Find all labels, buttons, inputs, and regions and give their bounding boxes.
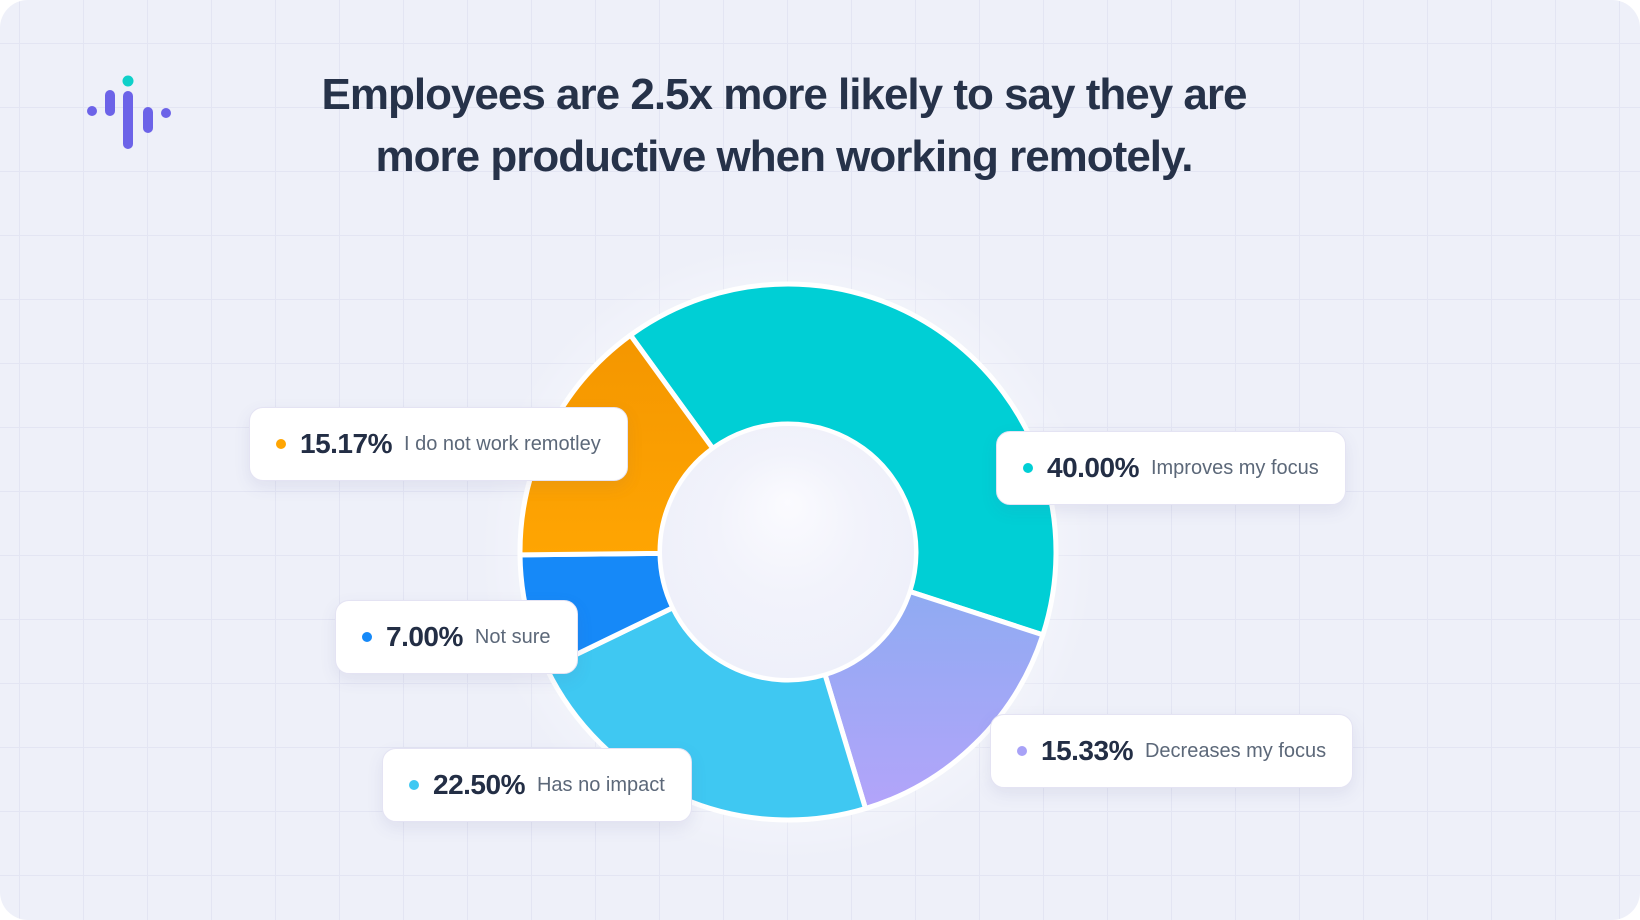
logo-bar-short-left	[105, 90, 115, 116]
callout-card-decreases-my-focus: 15.33% Decreases my focus	[990, 714, 1354, 788]
legend-dot-blue	[362, 632, 372, 642]
page-title-line1: Employees are 2.5x more likely to say th…	[321, 70, 1248, 119]
callout-percent: 15.33%	[1041, 735, 1133, 766]
callout-card-i-do-not-work-remotely: 15.17% I do not work remotley	[249, 407, 628, 481]
callout-percent: 40.00%	[1047, 452, 1139, 483]
legend-dot-purple	[1017, 746, 1027, 756]
logo-dot-right	[161, 108, 171, 118]
donut-hole	[662, 426, 914, 678]
callout-card-improves-my-focus: 40.00% Improves my focus	[996, 431, 1346, 505]
callout-label: Decreases my focus	[1144, 739, 1327, 762]
callout-label: Not sure	[474, 625, 551, 648]
page-title: Employees are 2.5x more likely to say th…	[0, 64, 1568, 189]
logo-bar-tall	[123, 91, 133, 149]
legend-dot-sky	[409, 780, 419, 790]
callout-percent: 15.17%	[300, 428, 392, 459]
legend-dot-orange	[276, 439, 286, 449]
legend-dot-teal	[1023, 463, 1033, 473]
callout-percent: 7.00%	[386, 621, 463, 652]
callout-label: Has no impact	[536, 773, 665, 796]
logo-bar-short-right	[143, 107, 153, 133]
logo-dot-left	[87, 106, 97, 116]
page-title-line2: more productive when working remotely.	[375, 132, 1194, 182]
soundwave-logo	[87, 75, 171, 149]
logo-teal-dot	[122, 75, 134, 87]
callout-card-has-no-impact: 22.50% Has no impact	[382, 748, 692, 822]
donut-slice-has-no-impact[interactable]	[544, 605, 869, 823]
donut-slice-decreases-my-focus[interactable]	[822, 589, 1046, 812]
callout-label: I do not work remotley	[403, 432, 601, 455]
donut-slice-improves-my-focus[interactable]	[627, 281, 1059, 638]
callout-percent: 22.50%	[433, 769, 525, 800]
callout-label: Improves my focus	[1150, 456, 1319, 479]
callout-card-not-sure: 7.00% Not sure	[335, 600, 578, 674]
